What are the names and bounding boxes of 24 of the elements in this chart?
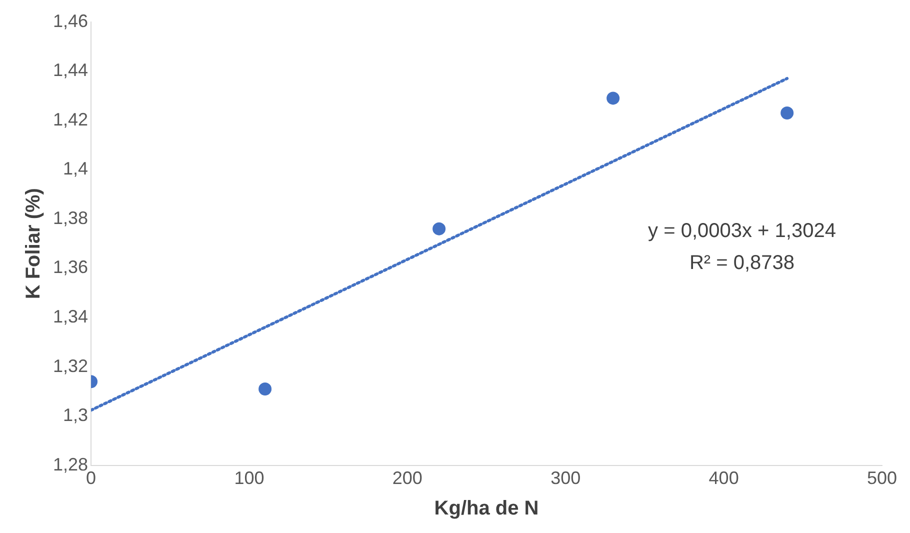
- y-tick-label: 1,46: [52, 10, 88, 31]
- y-tick-label: 1,34: [52, 306, 88, 326]
- annotation: R² = 0,8738: [689, 252, 795, 274]
- point: [606, 92, 620, 105]
- annotation: y = 0,0003x + 1,3024: [648, 220, 836, 242]
- point: [780, 106, 794, 120]
- y-tick-label: 1,36: [52, 257, 88, 278]
- x-tick-label: 500: [866, 468, 898, 488]
- y-tick-label: 1,4: [63, 158, 88, 179]
- x-tick-label: 200: [392, 468, 422, 488]
- x-tick-label: 100: [234, 468, 264, 488]
- y-axis-title: K Foliar (%): [22, 188, 45, 300]
- x-tick-label: 400: [708, 468, 739, 488]
- x-tick-label: 0: [86, 468, 96, 488]
- point: [432, 222, 446, 236]
- x-tick-label: 300: [550, 468, 581, 488]
- point: [258, 382, 272, 396]
- y-tick-label: 1,42: [52, 109, 88, 130]
- x-axis-title: Kg/ha de N: [434, 498, 539, 520]
- y-tick-label: 1,28: [52, 454, 88, 474]
- y-tick-label: 1,44: [52, 60, 88, 80]
- y-tick-label: 1,32: [52, 356, 88, 376]
- y-tick-label: 1,38: [52, 208, 88, 228]
- y-tick-label: 1,3: [63, 405, 88, 426]
